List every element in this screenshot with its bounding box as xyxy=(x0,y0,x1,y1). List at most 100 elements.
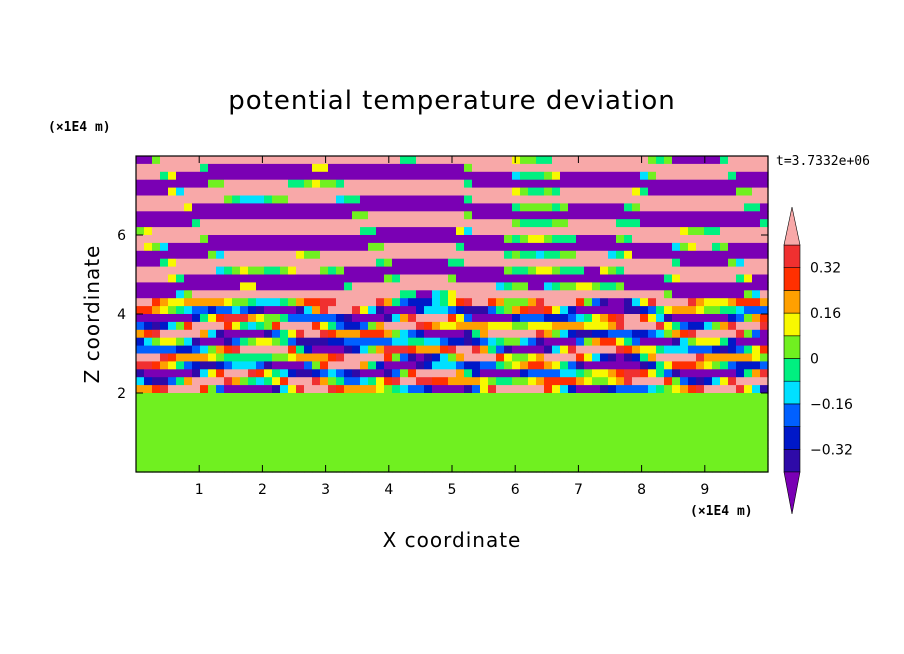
heatmap-cell xyxy=(664,385,673,394)
heatmap-cell xyxy=(720,337,729,347)
heatmap-cell xyxy=(440,306,449,315)
heatmap-cell xyxy=(728,337,737,347)
heatmap-cell xyxy=(744,424,753,434)
heatmap-cell xyxy=(464,179,473,189)
heatmap-cell xyxy=(472,306,481,315)
heatmap-cell xyxy=(192,156,201,165)
heatmap-cell xyxy=(200,171,209,181)
heatmap-cell xyxy=(464,464,473,473)
heatmap-cell xyxy=(760,211,769,220)
heatmap-cell xyxy=(144,400,153,410)
heatmap-cell xyxy=(232,163,241,173)
heatmap-cell xyxy=(280,187,289,197)
heatmap-cell xyxy=(384,187,393,197)
heatmap-cell xyxy=(704,266,713,276)
heatmap-cell xyxy=(496,345,505,355)
heatmap-cell xyxy=(664,448,673,457)
heatmap-cell xyxy=(288,424,297,434)
heatmap-cell xyxy=(208,448,217,457)
heatmap-cell xyxy=(256,456,265,465)
heatmap-cell xyxy=(472,321,481,331)
heatmap-cell xyxy=(624,393,633,402)
heatmap-cell xyxy=(360,298,369,307)
heatmap-cell xyxy=(320,282,329,291)
heatmap-cell xyxy=(264,227,273,236)
heatmap-cell xyxy=(664,416,673,426)
heatmap-cell xyxy=(632,416,641,426)
heatmap-cell xyxy=(688,329,697,339)
heatmap-cell xyxy=(600,171,609,181)
heatmap-cell xyxy=(656,448,665,457)
heatmap-cell xyxy=(408,456,417,465)
heatmap-cell xyxy=(680,400,689,410)
heatmap-cell xyxy=(232,195,241,204)
heatmap-cell xyxy=(424,464,433,473)
heatmap-cell xyxy=(576,211,585,220)
heatmap-cell xyxy=(336,456,345,465)
heatmap-cell xyxy=(544,393,553,402)
heatmap-cell xyxy=(176,385,185,394)
heatmap-cell xyxy=(552,298,561,307)
heatmap-cell xyxy=(168,329,177,339)
heatmap-cell xyxy=(648,227,657,236)
heatmap-cell xyxy=(416,282,425,291)
heatmap-cell xyxy=(536,345,545,355)
heatmap-cell xyxy=(192,211,201,220)
heatmap-cell xyxy=(248,385,257,394)
heatmap-cell xyxy=(520,393,529,402)
heatmap-cell xyxy=(408,219,417,228)
heatmap-cell xyxy=(432,163,441,173)
heatmap-cell xyxy=(360,321,369,331)
heatmap-cell xyxy=(224,203,233,212)
heatmap-cell xyxy=(184,211,193,220)
heatmap-cell xyxy=(536,266,545,276)
heatmap-cell xyxy=(328,156,337,165)
heatmap-cell xyxy=(392,179,401,189)
heatmap-cell xyxy=(616,408,625,418)
heatmap-cell xyxy=(728,345,737,355)
heatmap-cell xyxy=(280,456,289,465)
heatmap-cell xyxy=(248,235,257,244)
heatmap-cell xyxy=(536,187,545,197)
heatmap-cell xyxy=(216,416,225,426)
heatmap-cell xyxy=(504,400,513,410)
heatmap-cell xyxy=(720,361,729,370)
heatmap-cell xyxy=(616,456,625,465)
heatmap-cell xyxy=(504,203,513,212)
heatmap-cell xyxy=(160,464,169,473)
heatmap-cell xyxy=(608,306,617,315)
heatmap-cell xyxy=(368,163,377,173)
heatmap-cell xyxy=(744,345,753,355)
heatmap-cell xyxy=(656,369,665,378)
heatmap-cell xyxy=(688,432,697,441)
heatmap-cell xyxy=(544,258,553,268)
heatmap-cell xyxy=(528,266,537,276)
heatmap-cell xyxy=(616,227,625,236)
heatmap-cell xyxy=(216,424,225,434)
heatmap-cell xyxy=(584,306,593,315)
heatmap-cell xyxy=(728,321,737,331)
x-tick-label: 8 xyxy=(637,482,646,498)
heatmap-cell xyxy=(608,163,617,173)
heatmap-cell xyxy=(384,432,393,441)
heatmap-cell xyxy=(224,361,233,370)
heatmap-cell xyxy=(512,464,521,473)
heatmap-cell xyxy=(568,353,577,362)
heatmap-cell xyxy=(192,337,201,347)
heatmap-cell xyxy=(752,377,761,386)
heatmap-cell xyxy=(416,345,425,355)
heatmap-cell xyxy=(352,432,361,441)
heatmap-cell xyxy=(464,298,473,307)
heatmap-cell xyxy=(360,258,369,268)
heatmap-cell xyxy=(176,321,185,331)
heatmap-cell xyxy=(456,361,465,370)
heatmap-cell xyxy=(632,274,641,283)
heatmap-cell xyxy=(296,456,305,465)
heatmap-cell xyxy=(552,258,561,268)
heatmap-cell xyxy=(616,440,625,449)
heatmap-cell xyxy=(688,211,697,220)
heatmap-cell xyxy=(704,416,713,426)
heatmap-cell xyxy=(248,156,257,165)
heatmap-cell xyxy=(360,361,369,370)
heatmap-cell xyxy=(672,258,681,268)
